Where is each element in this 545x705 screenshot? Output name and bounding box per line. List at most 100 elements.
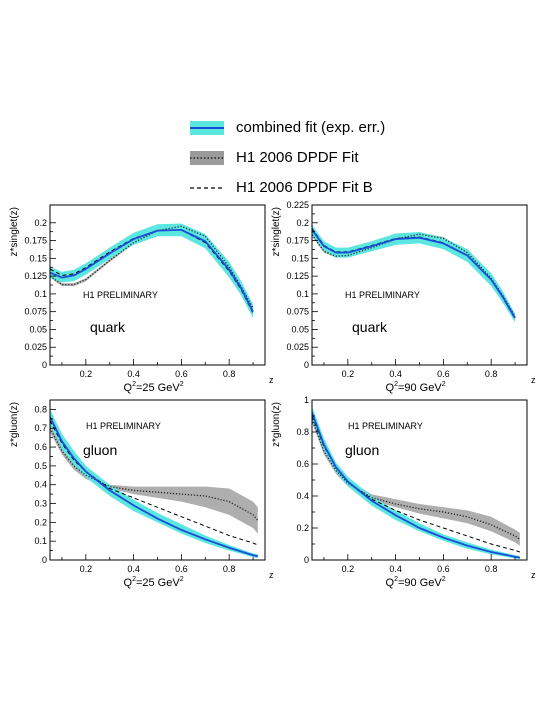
panel-1-ylabel: z*singlet(z): [9, 207, 20, 256]
panel-2-xtick-label-2: 0.6: [437, 369, 450, 379]
panel-3-ytick-label-4: 0.4: [34, 480, 47, 490]
panel-3-plot-area: [50, 409, 259, 559]
panel-1-plot-area: [50, 223, 254, 319]
panel-4-q2-sup1: 2: [394, 576, 398, 583]
panel-3-combined-line: [50, 416, 259, 558]
panel-1: 0.2 0.4 0.6 0.8 0 0.025 0.05 0.075 0.1 0.125 0.15 0…: [9, 204, 274, 394]
panel-4-q2-q: Q: [386, 577, 395, 589]
panel-4-q2-label: Q2=90 GeV2: [386, 576, 446, 589]
panel-4-xlabel: z: [531, 570, 536, 580]
panel-2-xtick-label-3: 0.8: [485, 369, 498, 379]
panel-2-q2-sup2: 2: [442, 381, 446, 388]
panel-4-fit-a-line: [312, 418, 521, 540]
panel-1-annotation: H1 PRELIMINARY: [83, 290, 158, 300]
panel-4-xtick-label-2: 0.6: [437, 564, 450, 574]
panel-3-xtick-label-0: 0.2: [80, 564, 93, 574]
panel-2-ytick-label-6: 0.15: [291, 253, 309, 263]
panel-3-fit-a-band: [50, 424, 258, 534]
panel-2-q2-q: Q: [386, 382, 395, 394]
legend: combined fit (exp. err.) H1 2006 DPDF Fi…: [190, 118, 450, 204]
panel-3-q2-mid: =25 GeV: [136, 577, 180, 589]
panel-1-q2-q: Q: [124, 382, 133, 394]
panel-1-ytick-label-2: 0.05: [29, 324, 47, 334]
panel-4-parton-label: gluon: [345, 442, 379, 458]
panel-2-xtick-label-0: 0.2: [342, 369, 355, 379]
panel-2-xtick-label-1: 0.4: [389, 369, 402, 379]
panel-3-xlabel: z: [269, 570, 274, 580]
legend-swatch-fit-a: [190, 151, 224, 165]
panel-1-fit-a-line: [50, 225, 254, 309]
panel-1-q2-sup1: 2: [132, 381, 136, 388]
panel-3-ytick-label-2: 0.2: [34, 517, 47, 527]
panel-4-ytick-label-2: 0.4: [296, 491, 309, 501]
panel-4-annotation: H1 PRELIMINARY: [348, 421, 423, 431]
panel-3-parton-label: gluon: [83, 442, 117, 458]
panel-1-q2-mid: =25 GeV: [136, 382, 180, 394]
panel-3-ytick-label-7: 0.7: [34, 423, 47, 433]
panel-2-ytick-label-0: 0: [304, 360, 309, 370]
legend-entry-combined: combined fit (exp. err.): [190, 118, 450, 140]
panel-1-parton-label: quark: [90, 319, 126, 335]
panel-1-ytick-label-5: 0.125: [24, 271, 47, 281]
panel-3-q2-sup2: 2: [180, 576, 184, 583]
panel-1-ytick-label-8: 0.2: [34, 218, 47, 228]
panel-3-q2-label: Q2=25 GeV2: [124, 576, 184, 589]
panel-3-q2-q: Q: [124, 577, 133, 589]
panel-3-annotation: H1 PRELIMINARY: [86, 421, 161, 431]
panel-1-xtick-label-0: 0.2: [80, 369, 93, 379]
panel-2-annotation: H1 PRELIMINARY: [345, 290, 420, 300]
panel-3-xtick-label-1: 0.4: [127, 564, 140, 574]
panel-4-q2-mid: =90 GeV: [398, 577, 442, 589]
legend-entry-fit-b: H1 2006 DPDF Fit B: [190, 178, 450, 200]
panel-3-fit-b-line: [50, 420, 259, 546]
panel-1-ytick-label-1: 0.025: [24, 342, 47, 352]
panel-3: 0.2 0.4 0.6 0.8 0 0.1 0.2 0.3 0.4 0.5 0.6 0.7 0.8 z*g…: [9, 399, 274, 589]
panel-3-ylabel: z*gluon(z): [9, 402, 20, 447]
panel-1-xtick-label-1: 0.4: [127, 369, 140, 379]
panel-2-combined-line: [312, 229, 516, 319]
panel-4-xtick-label-1: 0.4: [389, 564, 402, 574]
panel-4-fit-a-band: [312, 416, 520, 546]
legend-swatch-combined: [190, 121, 224, 135]
panel-2-parton-label: quark: [352, 319, 388, 335]
panel-3-ytick-label-1: 0.1: [34, 536, 47, 546]
panel-2-ytick-label-2: 0.05: [291, 324, 309, 334]
panel-3-q2-sup1: 2: [132, 576, 136, 583]
panel-2-ytick-label-4: 0.1: [296, 289, 309, 299]
panel-2-ytick-label-1: 0.025: [286, 342, 309, 352]
panel-3-combined-band: [50, 409, 258, 559]
panel-4-xtick-label-3: 0.8: [485, 564, 498, 574]
legend-swatch-fit-b: [190, 187, 224, 189]
panel-4-ylabel: z*gluon(z): [271, 402, 282, 447]
legend-label-combined: combined fit (exp. err.): [236, 119, 386, 136]
legend-label-fit-a: H1 2006 DPDF Fit: [236, 149, 359, 166]
panel-1-ytick-label-3: 0.075: [24, 307, 47, 317]
panel-3-ytick-label-0: 0: [42, 555, 47, 565]
panel-3-xtick-label-3: 0.8: [223, 564, 236, 574]
panel-4-combined-line: [312, 412, 520, 559]
panel-3-ytick-label-8: 0.8: [34, 404, 47, 414]
panel-4-combined-band: [312, 406, 520, 560]
panel-2-ytick-label-5: 0.125: [286, 271, 309, 281]
panel-1-combined-band: [50, 223, 254, 319]
panel-3-ytick-label-5: 0.5: [34, 461, 47, 471]
panel-1-ytick-label-0: 0: [42, 360, 47, 370]
panel-1-ytick-label-7: 0.175: [24, 236, 47, 246]
panel-1-xtick-label-3: 0.8: [223, 369, 236, 379]
legend-entry-fit-a: H1 2006 DPDF Fit: [190, 148, 450, 170]
panel-2: 0.2 0.4 0.6 0.8 0 0.025 0.05 0.075 0.1 0.125 0.15 0…: [271, 200, 536, 394]
panel-4-xtick-label-0: 0.2: [342, 564, 355, 574]
legend-label-fit-b: H1 2006 DPDF Fit B: [236, 179, 373, 196]
panel-1-xtick-label-2: 0.6: [175, 369, 188, 379]
panel-1-ytick-label-4: 0.1: [34, 289, 47, 299]
panel-2-ylabel: z*singlet(z): [271, 207, 282, 256]
panel-4-ytick-label-1: 0.2: [296, 523, 309, 533]
panel-1-q2-sup2: 2: [180, 381, 184, 388]
panel-1-ytick-label-6: 0.15: [29, 253, 47, 263]
panel-4-fit-b-line: [312, 415, 520, 553]
panel-2-q2-sup1: 2: [394, 381, 398, 388]
panel-2-ytick-label-8: 0.2: [296, 218, 309, 228]
panel-4-q2-sup2: 2: [442, 576, 446, 583]
panel-1-q2-label: Q2=25 GeV2: [124, 381, 184, 394]
